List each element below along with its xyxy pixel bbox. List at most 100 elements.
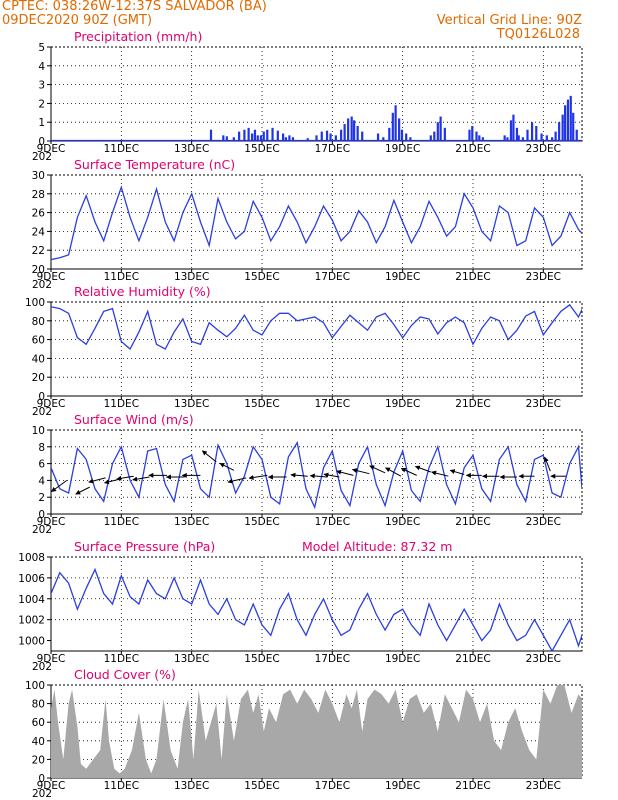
x-tick-label: 17DEC [315,398,350,410]
wind-vector [248,474,268,480]
x-tick-label: 23DEC [526,143,561,155]
y-tick-label: 0 [38,136,45,148]
header-code: TQ0126L028 [496,27,580,42]
precip-bar [225,136,228,141]
x-tick-label: 13DEC [174,271,209,283]
precip-bar [400,129,404,141]
x-tick-label: 13DEC [174,398,209,410]
x-tick-label: 9DEC [37,516,66,528]
y-tick-label: 100 [25,680,45,692]
precip-bar [409,137,412,141]
year-fragment-label: 202 [32,788,52,800]
panel-title: Cloud Cover (%) [74,667,176,682]
panel-cloud: 0 20 40 60 80 100 9DEC 11DEC 13DEC 15DEC 17DEC 19DE… [25,667,583,800]
y-tick-label: 1004 [18,594,45,606]
x-tick-label: 17DEC [315,780,350,792]
precip-bar [439,116,442,141]
precip-bar [468,129,471,141]
precip-bar [545,135,548,141]
wind-vector [104,478,122,485]
y-tick-label: 1002 [18,615,45,627]
y-tick-label: 30 [32,170,45,182]
wind-vector [116,475,134,481]
wind-vector [385,467,402,477]
x-tick-label: 15DEC [244,780,279,792]
precip-bar [471,125,474,141]
y-tick-label: 80 [32,316,45,328]
panel-title: Surface Wind (m/s) [74,412,194,427]
x-tick-label: 19DEC [385,271,420,283]
panel-frame [50,556,583,652]
precip-bar [334,135,337,141]
precip-bar [284,137,288,141]
wind-vector [336,469,354,476]
precip-bar [288,135,291,141]
panel-precip: 0 1 2 3 4 5 9DEC 11DEC 13DEC 15DEC 17DEC 19DEC 21DEC… [32,29,583,163]
precip-bar [329,133,332,141]
precip-bar [266,129,269,141]
precip-bar [353,120,356,141]
wind-vector [227,477,247,484]
precip-bar [551,137,554,141]
x-tick-label: 19DEC [385,516,420,528]
precip-bar [535,125,538,141]
year-fragment-label: 202 [32,279,52,291]
wind-vector [414,465,431,473]
x-tick-label: 23DEC [526,653,561,665]
year-fragment-label: 202 [32,661,52,673]
y-tick-label: 3 [38,80,45,92]
header-datetime: 09DEC2020 90Z (GMT) [2,13,153,28]
y-tick-label: 2 [38,98,45,110]
x-tick-label: 13DEC [174,780,209,792]
precip-bar [478,135,481,141]
panel-wind: 0 2 4 6 8 10 9DEC 11DEC 13DEC 15DEC 17DEC 19DEC 21DE… [32,412,583,536]
year-fragment-label: 202 [32,406,52,418]
header-grid-note: Vertical Grid Line: 90Z [436,13,582,28]
y-tick-label: 40 [32,736,45,748]
precip-bar [361,131,364,141]
x-tick-label: 11DEC [104,398,139,410]
precip-bar [443,127,446,141]
x-tick-label: 21DEC [455,271,490,283]
wind-vector [400,467,417,476]
y-tick-label: 6 [38,459,45,471]
precip-bar [382,137,385,141]
precip-bar [376,133,380,141]
wind-vector [88,477,106,484]
wind-vector [51,479,68,493]
x-tick-label: 13DEC [174,653,209,665]
precip-bar [566,99,570,141]
y-tick-label: 40 [32,353,45,365]
precip-bar [540,133,543,141]
x-tick-label: 23DEC [526,271,561,283]
x-tick-label: 9DEC [37,271,66,283]
x-tick-label: 13DEC [174,516,209,528]
precip-bar [251,133,254,141]
x-tick-label: 13DEC [174,143,209,155]
precip-bar [222,135,225,141]
x-tick-label: 11DEC [104,143,139,155]
precip-bar [259,135,263,141]
x-tick-label: 23DEC [526,780,561,792]
x-tick-label: 21DEC [455,516,490,528]
series-line-temp [51,185,582,261]
wind-vector [544,456,551,472]
precip-bar [405,133,408,141]
precip-bar [306,138,309,141]
y-tick-label: 1 [38,117,45,129]
precip-bar [436,122,439,141]
x-tick-label: 21DEC [455,143,490,155]
x-tick-label: 11DEC [104,780,139,792]
x-tick-label: 11DEC [104,653,139,665]
precip-bar [503,135,506,141]
x-tick-label: 23DEC [526,398,561,410]
panel-title: Relative Humidity (%) [74,284,211,299]
x-tick-label: 21DEC [455,653,490,665]
precip-bar [433,131,436,141]
precip-bar [347,118,350,141]
precip-bar [356,125,359,141]
y-tick-label: 26 [32,208,46,220]
precip-bar [515,127,519,141]
panel-frame [50,301,583,397]
precip-bar [506,137,509,141]
